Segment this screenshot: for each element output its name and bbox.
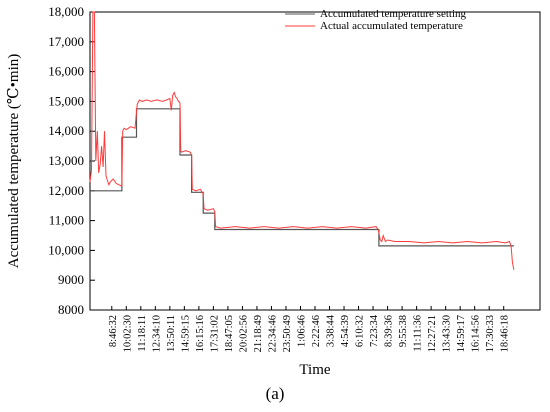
x-tick-label: 3:38:44 bbox=[326, 314, 337, 347]
x-tick-label: 6:10:32 bbox=[355, 315, 366, 347]
x-axis-title: Time bbox=[299, 362, 330, 378]
x-tick-label: 2:22:46 bbox=[311, 315, 322, 347]
x-tick-label: 4:54:39 bbox=[340, 315, 351, 347]
x-tick-label: 22:34:46 bbox=[267, 315, 278, 352]
y-tick-label: 13,000 bbox=[48, 153, 84, 168]
x-tick-label: 11:11:36 bbox=[413, 315, 424, 352]
y-tick-label: 8000 bbox=[58, 302, 84, 317]
x-tick-label: 17:30:33 bbox=[485, 315, 496, 352]
x-tick-label: 1:06:46 bbox=[296, 315, 307, 347]
series-lines bbox=[89, 11, 515, 270]
x-tick-label: 18:47:05 bbox=[224, 315, 235, 352]
x-tick-label: 11:18:11 bbox=[137, 315, 148, 352]
y-tick-label: 11,000 bbox=[49, 213, 84, 228]
x-tick-label: 9:55:38 bbox=[398, 315, 409, 347]
x-axis: 8:46:32 10:02:30 11:18:11 12:34:10 13:50:11 1… bbox=[108, 306, 511, 352]
x-tick-label: 10:02:30 bbox=[122, 315, 133, 352]
x-tick-label: 16:15:16 bbox=[195, 315, 206, 352]
x-tick-label: 20:02:56 bbox=[238, 315, 249, 352]
x-tick-label: 14:59:15 bbox=[180, 315, 191, 352]
series-line-setting bbox=[90, 108, 514, 247]
y-tick-label: 10,000 bbox=[48, 242, 84, 257]
x-tick-label: 7:23:34 bbox=[369, 314, 380, 347]
series-line-actual bbox=[89, 11, 515, 270]
x-tick-label: 8:46:32 bbox=[108, 315, 119, 347]
legend: Accumulated temperature setting Actual a… bbox=[285, 8, 466, 32]
y-tick-label: 16,000 bbox=[48, 64, 84, 79]
x-tick-label: 12:27:21 bbox=[427, 315, 438, 352]
x-tick-label: 13:50:11 bbox=[166, 315, 177, 352]
x-tick-label: 13:43:30 bbox=[442, 315, 453, 352]
x-tick-label: 17:31:02 bbox=[209, 315, 220, 352]
x-tick-label: 21:18:49 bbox=[253, 315, 264, 352]
x-tick-label: 8:39:36 bbox=[384, 315, 395, 347]
y-tick-label: 17,000 bbox=[48, 34, 84, 49]
x-tick-label: 16:14:56 bbox=[471, 315, 482, 352]
y-axis-title: Accumulated temperature (℃•min) bbox=[6, 54, 22, 268]
x-tick-label: 14:59:17 bbox=[456, 315, 467, 352]
y-tick-label: 15,000 bbox=[48, 93, 84, 108]
legend-label-actual: Actual accumulated temperature bbox=[320, 20, 463, 32]
y-tick-label: 14,000 bbox=[48, 123, 84, 138]
x-tick-label: 12:34:10 bbox=[151, 315, 162, 352]
y-axis: 8000 9000 10,000 11,000 12,000 13,000 14,000 15… bbox=[48, 4, 95, 317]
x-tick-label: 18:46:18 bbox=[500, 315, 511, 352]
y-tick-label: 12,000 bbox=[48, 183, 84, 198]
panel-label: (a) bbox=[266, 384, 285, 403]
plot-frame bbox=[89, 11, 541, 311]
x-tick-label: 23:50:49 bbox=[282, 315, 293, 352]
y-tick-label: 9000 bbox=[58, 272, 84, 287]
y-tick-label: 18,000 bbox=[48, 4, 84, 19]
legend-label-setting: Accumulated temperature setting bbox=[320, 8, 466, 20]
